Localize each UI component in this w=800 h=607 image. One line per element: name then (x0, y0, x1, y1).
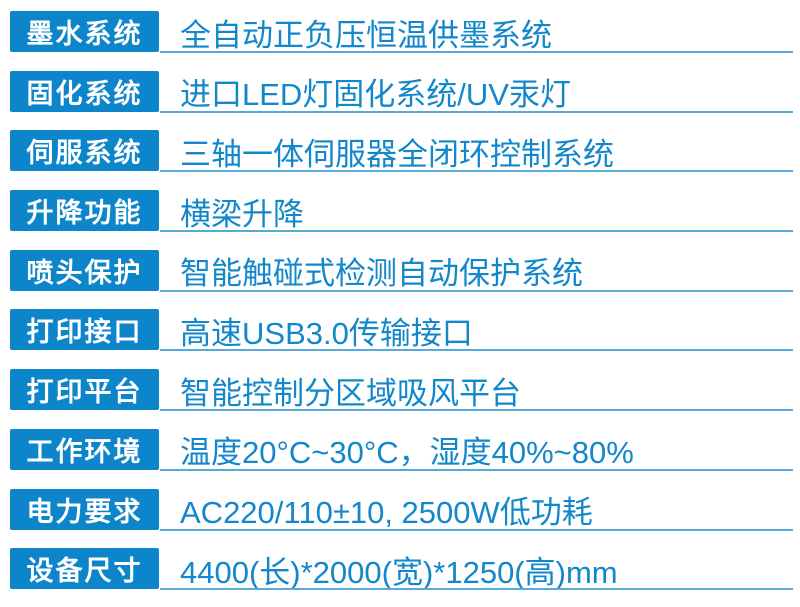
row-underline (160, 230, 793, 233)
spec-value: 横梁升降 (180, 196, 304, 232)
spec-label: 伺服系统 (10, 130, 159, 172)
spec-value: 智能控制分区域吸风平台 (180, 375, 521, 411)
spec-value: 进口LED灯固化系统/UV汞灯 (180, 77, 571, 113)
row-underline (160, 468, 793, 471)
spec-value: 4400(长)*2000(宽)*1250(高)mm (180, 554, 618, 590)
spec-row: 打印接口 高速USB3.0传输接口 (0, 308, 800, 368)
row-underline (160, 51, 793, 53)
spec-label: 打印接口 (10, 309, 159, 351)
row-underline (160, 170, 793, 173)
row-underline (160, 349, 793, 352)
spec-label: 墨水系统 (10, 11, 159, 52)
spec-label: 设备尺寸 (10, 548, 159, 590)
spec-value: 温度20°C~30°C，湿度40%~80% (180, 435, 634, 471)
spec-label: 打印平台 (10, 369, 159, 411)
spec-label: 升降功能 (10, 190, 159, 232)
spec-row: 电力要求 AC220/110±10, 2500W低功耗 (0, 488, 800, 548)
spec-value: 高速USB3.0传输接口 (180, 315, 473, 351)
spec-row: 喷头保护 智能触碰式检测自动保护系统 (0, 249, 800, 309)
spec-label: 固化系统 (10, 70, 159, 112)
spec-row: 升降功能 横梁升降 (0, 189, 800, 249)
spec-row: 固化系统 进口LED灯固化系统/UV汞灯 (0, 70, 800, 130)
spec-row: 设备尺寸 4400(长)*2000(宽)*1250(高)mm (0, 547, 800, 607)
spec-row: 工作环境 温度20°C~30°C，湿度40%~80% (0, 428, 800, 488)
spec-value: AC220/110±10, 2500W低功耗 (180, 495, 593, 530)
spec-row: 伺服系统 三轴一体伺服器全闭环控制系统 (0, 129, 800, 189)
spec-row: 墨水系统 全自动正负压恒温供墨系统 (0, 10, 800, 70)
spec-label: 工作环境 (10, 428, 159, 470)
spec-row: 打印平台 智能控制分区域吸风平台 (0, 368, 800, 428)
spec-label: 喷头保护 (10, 249, 159, 291)
row-underline (160, 289, 793, 292)
row-underline (160, 409, 793, 412)
spec-value: 智能触碰式检测自动保护系统 (180, 256, 583, 292)
row-underline (160, 588, 793, 591)
spec-value: 全自动正负压恒温供墨系统 (180, 17, 552, 53)
spec-value: 三轴一体伺服器全闭环控制系统 (180, 136, 614, 172)
row-underline (160, 110, 793, 113)
row-underline (160, 528, 793, 531)
spec-label: 电力要求 (10, 488, 159, 530)
